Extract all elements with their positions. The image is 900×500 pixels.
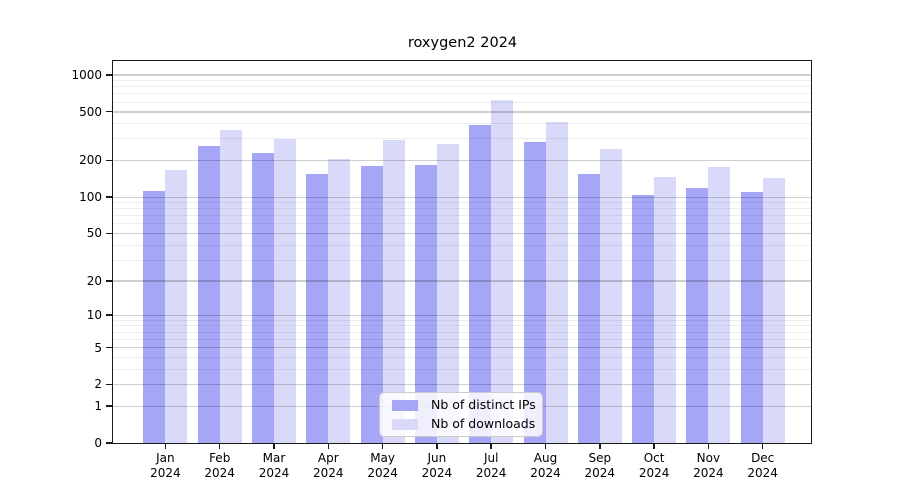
y-tick-mark-500 [106,110,113,113]
x-tick-mark-feb [218,443,221,449]
legend-swatch-downloads [392,418,418,430]
x-tick-mark-sep [599,443,601,449]
bar-jun-distinct-ips [414,164,437,443]
x-tick-mark-jan [164,443,167,449]
x-tick-mark-aug [544,443,547,449]
x-tick-label-may: May 2024 [367,451,398,480]
bar-jun-downloads [436,144,459,443]
y-tick-label-10: 10 [86,308,102,323]
legend-label-downloads: Nb of downloads [431,416,536,431]
x-tick-label-aug: Aug 2024 [530,451,561,480]
bar-oct-downloads [654,176,677,443]
x-tick-label-jun: Jun 2024 [421,451,453,480]
bar-aug-distinct-ips [523,141,546,443]
x-tick-label-jan: Jan 2024 [150,451,181,480]
y-tick-label-1000: 1000 [71,67,102,82]
y-tick-mark-50 [106,232,113,235]
y-tick-mark-10 [106,314,113,316]
y-tick-label-20: 20 [86,273,102,288]
x-tick-mark-jul [490,443,492,449]
x-tick-label-feb: Feb 2024 [204,451,235,480]
y-tick-label-50: 50 [86,226,102,241]
x-tick-mark-nov [707,443,710,449]
bar-feb-downloads [219,129,242,443]
x-tick-mark-apr [327,443,330,449]
bar-apr-distinct-ips [306,173,329,443]
y-tick-mark-20 [106,280,113,282]
legend-label-distinct-ips: Nb of distinct IPs [431,397,536,412]
x-tick-label-nov: Nov 2024 [693,451,724,480]
bar-nov-downloads [708,166,731,443]
bar-nov-distinct-ips [686,187,709,443]
y-tick-mark-0 [106,442,113,444]
bar-may-downloads [382,139,405,443]
y-tick-mark-1 [106,405,113,407]
legend-row-downloads: Nb of downloads [388,416,536,431]
x-tick-mark-dec [761,443,764,449]
x-tick-mark-oct [653,443,655,449]
legend-row-distinct-ips: Nb of distinct IPs [388,397,536,412]
bar-aug-downloads [545,122,568,443]
bar-mar-downloads [274,139,296,443]
x-tick-mark-jun [436,443,438,449]
y-tick-label-2: 2 [94,377,102,392]
x-tick-label-dec: Dec 2024 [747,451,778,480]
y-tick-label-200: 200 [79,153,102,168]
y-tick-label-5: 5 [94,340,102,355]
bars-layer [113,61,812,443]
x-tick-label-sep: Sep 2024 [584,451,616,480]
x-tick-label-jul: Jul 2024 [475,451,507,480]
y-tick-mark-100 [106,196,113,198]
bar-jan-downloads [165,170,188,443]
legend-swatch-distinct-ips [392,399,418,411]
y-tick-mark-1000 [106,74,113,76]
bar-apr-downloads [328,158,351,443]
bar-sep-distinct-ips [577,174,600,443]
chart-title: roxygen2 2024 [407,35,518,51]
legend: Nb of distinct IPs Nb of downloads [379,392,543,437]
y-tick-label-1: 1 [94,399,102,414]
x-tick-label-oct: Oct 2024 [638,451,670,480]
x-tick-label-apr: Apr 2024 [313,451,344,480]
bar-jul-distinct-ips [469,124,492,443]
y-tick-label-100: 100 [79,190,102,205]
bar-jul-downloads [491,100,514,443]
bar-mar-distinct-ips [252,153,274,443]
bar-jan-distinct-ips [143,190,166,443]
bar-feb-distinct-ips [197,146,220,443]
x-tick-label-mar: Mar 2024 [258,451,290,480]
y-tick-mark-2 [106,383,113,386]
y-tick-label-500: 500 [79,104,102,119]
bar-oct-distinct-ips [632,194,655,443]
y-tick-mark-200 [106,159,113,162]
bar-dec-downloads [762,177,785,443]
bar-sep-downloads [599,148,622,443]
x-tick-mark-may [381,443,384,449]
y-tick-label-0: 0 [94,436,102,450]
plot-area [113,61,812,443]
bar-may-distinct-ips [360,165,383,443]
x-tick-mark-mar [273,443,275,449]
bar-dec-distinct-ips [740,191,763,443]
y-tick-mark-5 [106,346,113,349]
